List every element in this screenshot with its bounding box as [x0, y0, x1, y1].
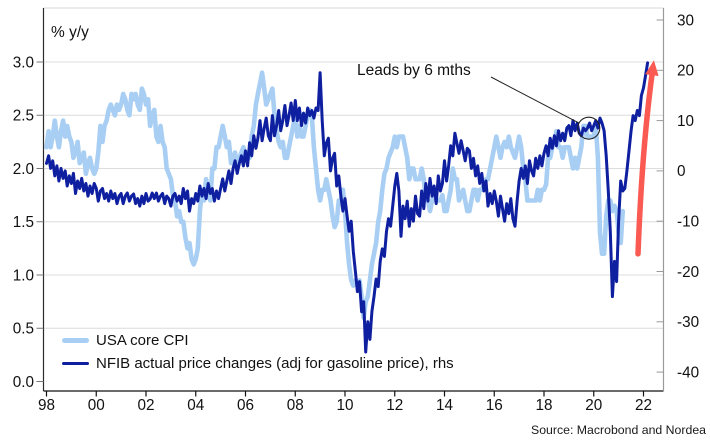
series-line-usa-core-cpi — [44, 70, 626, 320]
annotation-connector-line — [490, 76, 580, 124]
right-axis-tick-label: 10 — [677, 113, 694, 130]
legend: USA core CPI NFIB actual price changes (… — [62, 329, 454, 375]
left-axis-tick-label: 3.0 — [13, 54, 34, 71]
trend-arrow-head-icon — [645, 60, 659, 76]
legend-item-nfib: NFIB actual price changes (adj for gasol… — [62, 352, 454, 375]
left-axis-tick-label: 0.5 — [13, 321, 34, 338]
annotation-leads-by-6-mths: Leads by 6 mths — [357, 62, 471, 79]
right-axis-tick-label: -10 — [677, 214, 699, 231]
legend-label-nfib: NFIB actual price changes (adj for gasol… — [96, 355, 454, 372]
x-axis-tick-label: 14 — [436, 397, 454, 414]
source-note: Source: Macrobond and Nordea — [531, 423, 706, 437]
left-axis-tick-label: 2.0 — [13, 161, 34, 178]
x-axis-tick-label: 20 — [585, 397, 602, 414]
right-axis-tick-label: -30 — [677, 314, 699, 331]
series-line-nfib-prices — [45, 61, 650, 354]
left-axis-tick-label: 1.0 — [13, 267, 34, 284]
x-axis-tick-label: 22 — [635, 397, 652, 414]
right-axis-tick-label: 0 — [677, 163, 686, 180]
x-axis-tick-label: 00 — [88, 397, 105, 414]
right-axis-tick-label: 20 — [677, 63, 694, 80]
x-axis-tick-label: 04 — [187, 397, 205, 414]
annotation-circle-marker — [577, 116, 601, 140]
left-axis-title: % y/y — [51, 24, 89, 41]
x-axis-tick-label: 18 — [535, 397, 552, 414]
x-axis-tick-label: 10 — [336, 397, 353, 414]
left-axis-tick-label: 2.5 — [13, 108, 34, 125]
left-axis-tick-label: 0.0 — [13, 374, 34, 391]
right-axis-tick-label: -40 — [677, 364, 699, 381]
x-axis-tick-label: 12 — [386, 397, 403, 414]
legend-swatch-nfib-icon — [62, 361, 89, 366]
x-axis-tick-label: 06 — [237, 397, 254, 414]
legend-label-cpi: USA core CPI — [96, 332, 189, 349]
legend-swatch-cpi-icon — [62, 338, 89, 343]
x-axis-tick-label: 16 — [486, 397, 503, 414]
legend-item-usa-core-cpi: USA core CPI — [62, 329, 454, 352]
right-axis-tick-label: -20 — [677, 264, 699, 281]
trend-arrow-shaft — [635, 67, 656, 257]
x-axis-tick-label: 98 — [38, 397, 55, 414]
x-axis-tick-label: 02 — [137, 397, 154, 414]
left-axis-tick-label: 1.5 — [13, 214, 34, 231]
x-axis-tick-label: 08 — [287, 397, 304, 414]
right-axis-tick-label: 30 — [677, 12, 694, 29]
